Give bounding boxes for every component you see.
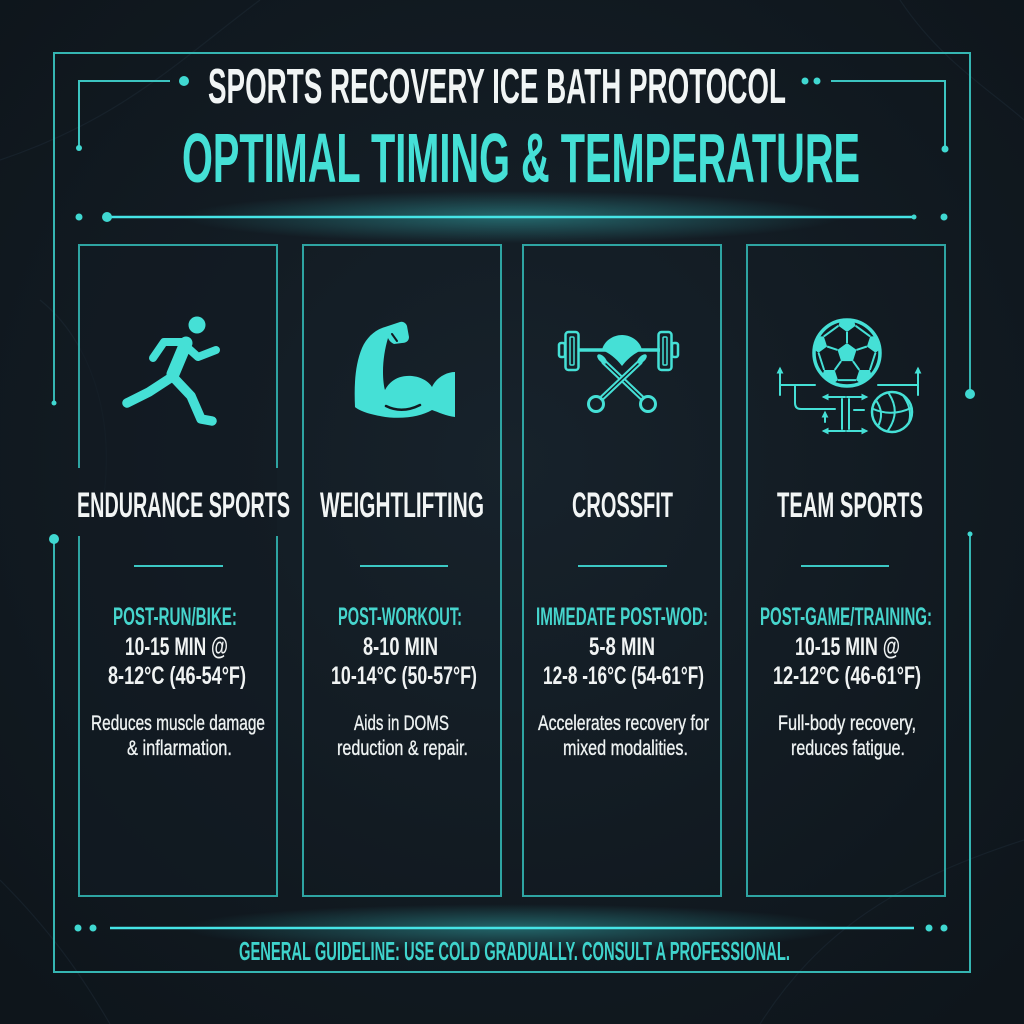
duration-value: 10-15 MIN @: [125, 633, 228, 661]
temperature-value: 12-12°C (46-61°F): [773, 662, 921, 690]
card-endurance-sports: ENDURANCE SPORTS POST-RUN/BIKE: 10-15 MI…: [77, 244, 290, 897]
timing-label: POST-GAME/TRAINING:: [760, 603, 932, 631]
frame-node: [965, 389, 975, 399]
card-title: WEIGHTLIFTING: [320, 486, 484, 525]
card-title: CROSSFIT: [572, 486, 673, 525]
flexed-bicep-icon: [354, 321, 455, 418]
header-bracket-left: [76, 76, 189, 151]
description-line: reduction & repair.: [337, 737, 468, 760]
temperature-value: 10-14°C (50-57°F): [331, 662, 477, 690]
duration-value: 5-8 MIN: [589, 633, 655, 661]
card-title: ENDURANCE SPORTS: [77, 486, 290, 525]
temperature-value: 8-12°C (46-54°F): [108, 662, 246, 690]
description-line: Aids in DOMS: [354, 712, 449, 735]
running-person-icon: [122, 316, 220, 426]
card-team-sports: TEAM SPORTS POST-GAME/TRAINING: 10-15 MI…: [746, 244, 946, 897]
description-line: Accelerates recovery for: [538, 712, 709, 735]
card-weightlifting: WEIGHTLIFTING POST-WORKOUT: 8-10 MIN 10-…: [302, 244, 502, 897]
header: SPORTS RECOVERY ICE BATH PROTOCOL OPTIMA…: [182, 60, 860, 197]
barbell-crossed-tools-icon: [557, 330, 680, 413]
header-bracket-right: [801, 77, 949, 153]
footer-guideline: GENERAL GUIDELINE: USE COLD GRADUALLY. C…: [239, 936, 790, 966]
description-line: Reduces muscle damage: [91, 712, 265, 735]
timing-label: IMMEDATE POST-WOD:: [536, 603, 708, 631]
page-title: OPTIMAL TIMING & TEMPERATURE: [182, 119, 860, 197]
duration-value: 10-15 MIN @: [795, 633, 900, 661]
frame-node: [967, 531, 973, 537]
frame-node: [49, 534, 59, 544]
timing-label: POST-RUN/BIKE:: [113, 603, 237, 631]
basketball-icon: [870, 390, 914, 434]
description-line: Full-body recovery,: [778, 712, 916, 735]
timing-label: POST-WORKOUT:: [338, 603, 462, 631]
description-line: & inflarmation.: [127, 737, 232, 760]
description-line: reduces fatigue.: [791, 737, 905, 760]
footer-divider: [74, 904, 948, 952]
card-title: TEAM SPORTS: [777, 486, 923, 525]
soccer-basketball-icon: [776, 318, 922, 435]
temperature-value: 12-8 -16°C (54-61°F): [543, 662, 704, 690]
description-line: mixed modalities.: [563, 737, 688, 760]
circuit-arrows-icon: [776, 366, 922, 435]
card-crossfit: CROSSFIT IMMEDATE POST-WOD: 5-8 MIN 12-8…: [522, 244, 722, 897]
soccer-ball-icon: [812, 318, 882, 388]
header-divider: [75, 191, 948, 243]
outer-frame: [49, 52, 975, 973]
duration-value: 8-10 MIN: [363, 633, 438, 661]
frame-node: [51, 400, 57, 406]
page-subtitle: SPORTS RECOVERY ICE BATH PROTOCOL: [208, 60, 786, 114]
